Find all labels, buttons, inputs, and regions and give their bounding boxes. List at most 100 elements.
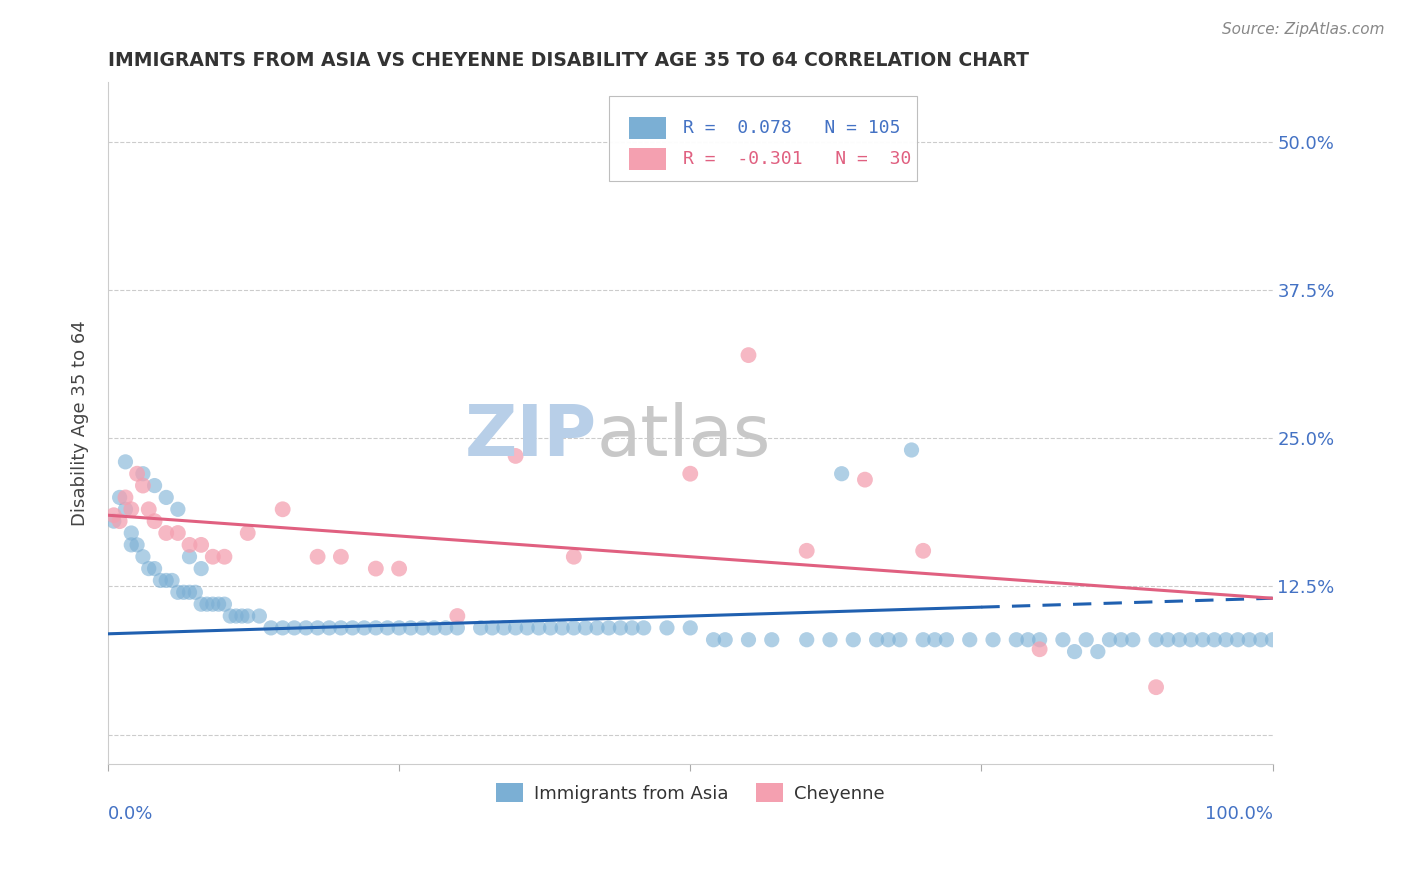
Point	[138, 561, 160, 575]
Point	[492, 621, 515, 635]
Point	[446, 621, 468, 635]
Point	[173, 585, 195, 599]
Point	[377, 621, 399, 635]
Point	[120, 502, 142, 516]
Text: atlas: atlas	[598, 402, 772, 472]
Text: Source: ZipAtlas.com: Source: ZipAtlas.com	[1222, 22, 1385, 37]
Point	[114, 455, 136, 469]
Point	[364, 621, 387, 635]
Point	[423, 621, 446, 635]
Point	[481, 621, 503, 635]
Point	[329, 621, 352, 635]
Point	[388, 561, 411, 575]
Point	[143, 478, 166, 492]
Text: IMMIGRANTS FROM ASIA VS CHEYENNE DISABILITY AGE 35 TO 64 CORRELATION CHART: IMMIGRANTS FROM ASIA VS CHEYENNE DISABIL…	[108, 51, 1029, 70]
Point	[540, 621, 562, 635]
Point	[1144, 632, 1167, 647]
Point	[184, 585, 207, 599]
Point	[103, 508, 125, 523]
FancyBboxPatch shape	[628, 148, 666, 170]
Point	[155, 491, 177, 505]
Point	[411, 621, 433, 635]
Point	[877, 632, 900, 647]
Point	[1076, 632, 1098, 647]
Point	[307, 621, 329, 635]
Point	[1028, 642, 1050, 657]
Point	[737, 632, 759, 647]
Point	[912, 543, 935, 558]
Point	[505, 449, 527, 463]
Point	[207, 597, 229, 611]
Point	[190, 561, 212, 575]
Point	[143, 561, 166, 575]
Point	[562, 549, 585, 564]
Point	[225, 609, 247, 624]
Point	[1157, 632, 1180, 647]
Point	[295, 621, 318, 635]
Point	[1087, 644, 1109, 658]
Point	[195, 597, 218, 611]
Point	[399, 621, 422, 635]
Point	[160, 574, 183, 588]
Point	[516, 621, 538, 635]
Point	[1122, 632, 1144, 647]
Point	[1168, 632, 1191, 647]
Point	[959, 632, 981, 647]
Point	[865, 632, 887, 647]
Point	[527, 621, 550, 635]
Point	[271, 502, 294, 516]
Text: 0.0%: 0.0%	[108, 805, 153, 823]
Point	[132, 478, 155, 492]
Point	[981, 632, 1004, 647]
Point	[1239, 632, 1261, 647]
Point	[831, 467, 853, 481]
Point	[307, 549, 329, 564]
Point	[679, 467, 702, 481]
Point	[1063, 644, 1085, 658]
Point	[143, 514, 166, 528]
Point	[562, 621, 585, 635]
Point	[114, 502, 136, 516]
Point	[842, 632, 865, 647]
Point	[219, 609, 242, 624]
Point	[737, 348, 759, 362]
Point	[236, 526, 259, 541]
Point	[434, 621, 457, 635]
Point	[132, 549, 155, 564]
Point	[103, 514, 125, 528]
Point	[446, 609, 468, 624]
Point	[138, 502, 160, 516]
Point	[1226, 632, 1249, 647]
Point	[1028, 632, 1050, 647]
Point	[283, 621, 305, 635]
Point	[574, 621, 596, 635]
Point	[167, 526, 190, 541]
Point	[853, 473, 876, 487]
Point	[889, 632, 911, 647]
Point	[900, 442, 922, 457]
Text: R =  0.078   N = 105: R = 0.078 N = 105	[683, 119, 901, 137]
Point	[201, 549, 224, 564]
Legend: Immigrants from Asia, Cheyenne: Immigrants from Asia, Cheyenne	[489, 776, 891, 810]
Point	[260, 621, 283, 635]
Point	[1017, 632, 1039, 647]
FancyBboxPatch shape	[609, 96, 917, 181]
Point	[179, 585, 201, 599]
Point	[127, 467, 149, 481]
Point	[214, 549, 236, 564]
Point	[132, 467, 155, 481]
Point	[1215, 632, 1237, 647]
Point	[1191, 632, 1213, 647]
Point	[818, 632, 841, 647]
Point	[214, 597, 236, 611]
Point	[1052, 632, 1074, 647]
Point	[167, 585, 190, 599]
Point	[679, 621, 702, 635]
Point	[127, 538, 149, 552]
Point	[714, 632, 737, 647]
Point	[108, 491, 131, 505]
Point	[633, 621, 655, 635]
Point	[388, 621, 411, 635]
Point	[1109, 632, 1132, 647]
Point	[179, 549, 201, 564]
